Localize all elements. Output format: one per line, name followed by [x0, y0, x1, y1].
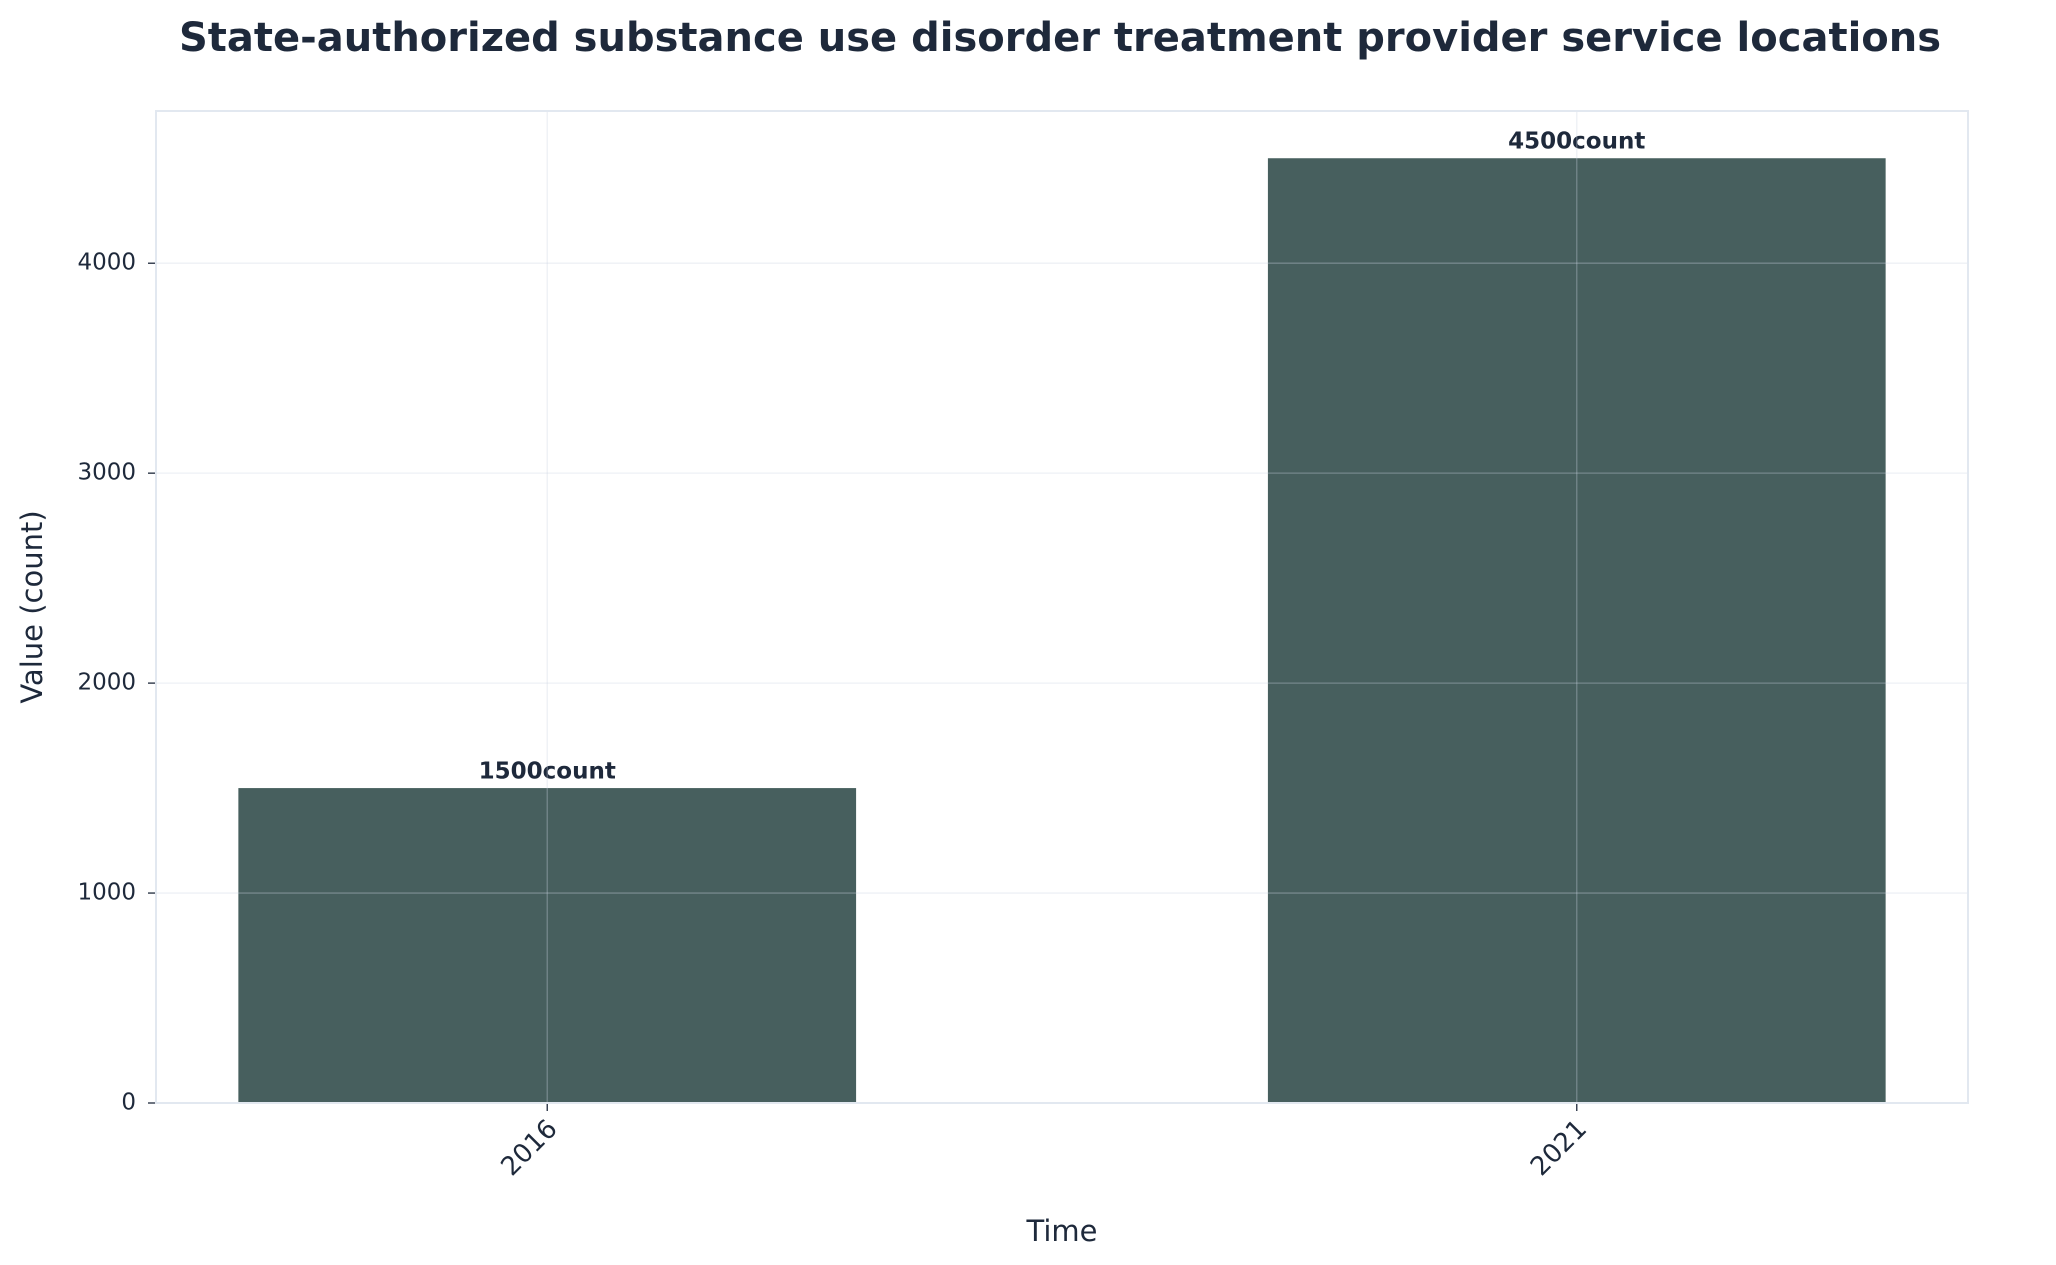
x-axis-label: Time [1026, 1214, 1098, 1248]
value-label: 4500count [1508, 129, 1645, 155]
y-tick-label: 0 [121, 1090, 136, 1116]
y-tick-label: 3000 [77, 460, 136, 486]
x-tick-label: 2021 [1525, 1114, 1593, 1182]
y-tick-label: 2000 [77, 670, 136, 696]
bar [1267, 158, 1886, 1103]
plot-frame [155, 110, 1969, 1104]
value-label: 1500count [479, 759, 616, 785]
chart-title: State-authorized substance use disorder … [179, 15, 1941, 61]
bar [238, 788, 857, 1103]
y-tick-label: 1000 [77, 880, 136, 906]
x-tick-label: 2016 [495, 1114, 563, 1182]
y-axis-label: Value (count) [15, 510, 49, 703]
y-tick-label: 4000 [77, 250, 136, 276]
